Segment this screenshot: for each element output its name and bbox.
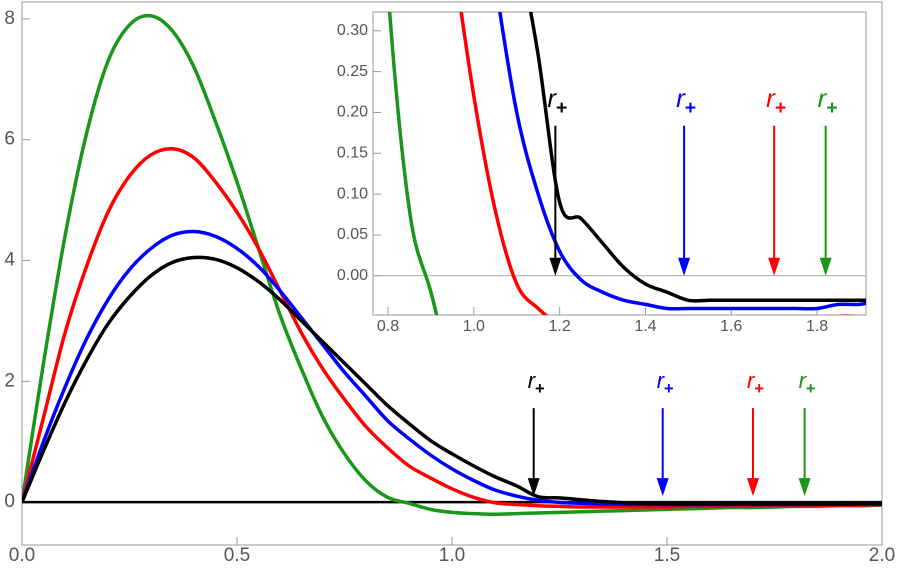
marker-label: r+ (747, 368, 764, 398)
arrow-head (527, 478, 540, 497)
marker-subscript: + (664, 380, 674, 398)
y-tick-label: 0.10 (337, 185, 368, 202)
y-tick-label: 0 (4, 491, 15, 512)
y-tick-label: 0.30 (337, 22, 368, 39)
arrow-head (678, 257, 691, 276)
marker-symbol: r (676, 83, 686, 113)
marker-label: r+ (547, 83, 567, 119)
x-tick-label: 1.8 (806, 318, 828, 335)
marker-symbol: r (547, 83, 557, 113)
curve (498, 12, 866, 311)
marker-subscript: + (535, 380, 545, 398)
y-tick-label: 8 (4, 8, 15, 29)
marker-symbol: r (799, 368, 808, 393)
arrow-head (768, 257, 781, 276)
y-tick-label: 0.15 (337, 145, 368, 162)
marker-subscript: + (556, 97, 567, 119)
plot-frame (372, 11, 867, 316)
marker-label: r+ (799, 368, 816, 398)
x-tick-label: 1.0 (463, 318, 485, 335)
curve (22, 255, 882, 506)
x-tick-label: 0.5 (224, 545, 250, 566)
curve (528, 12, 866, 303)
curves (387, 12, 866, 315)
y-tick-label: 0.20 (337, 104, 368, 121)
marker-label: r+ (766, 83, 786, 119)
marker-subscript: + (806, 380, 816, 398)
x-tick-label: 1.5 (654, 545, 680, 566)
y-tick-label: 6 (4, 129, 15, 150)
curves (22, 13, 882, 516)
marker-symbol: r (657, 368, 666, 393)
marker-symbol: r (818, 83, 828, 113)
marker-label: r+ (818, 83, 838, 119)
arrow-head (747, 478, 759, 497)
y-tick-label: 0.00 (337, 267, 368, 284)
marker-subscript: + (826, 97, 837, 119)
arrow-head (798, 478, 811, 497)
x-tick-label: 1.0 (439, 545, 465, 566)
marker-subscript: + (754, 380, 764, 398)
y-tick-label: 2 (4, 370, 15, 391)
arrow-head (656, 478, 669, 497)
x-tick-label: 1.4 (634, 318, 656, 335)
marker-label: r+ (657, 368, 674, 398)
y-tick-label: 0.25 (337, 63, 368, 80)
x-tick-label: 0.8 (377, 318, 399, 335)
marker-label: r+ (676, 83, 696, 119)
y-tick-label: 0.05 (337, 226, 368, 243)
marker-subscript: + (775, 97, 786, 119)
x-tick-label: 2.0 (869, 545, 895, 566)
y-tick-label: 4 (4, 250, 15, 271)
x-tick-label: 1.6 (720, 318, 742, 335)
marker-label: r+ (528, 368, 545, 398)
arrow-head (549, 257, 562, 276)
x-tick-label: 0.0 (9, 545, 35, 566)
marker-symbol: r (766, 83, 776, 113)
marker-symbol: r (528, 368, 537, 393)
marker-symbol: r (747, 368, 756, 393)
x-tick-label: 1.2 (549, 318, 571, 335)
inset: 0.8 1.0 1.2 1.4 1.6 1.8 0.00 0.05 0.10 0.15 0.20 0.… (337, 11, 867, 335)
arrow-head (819, 257, 832, 276)
marker-subscript: + (685, 97, 696, 119)
